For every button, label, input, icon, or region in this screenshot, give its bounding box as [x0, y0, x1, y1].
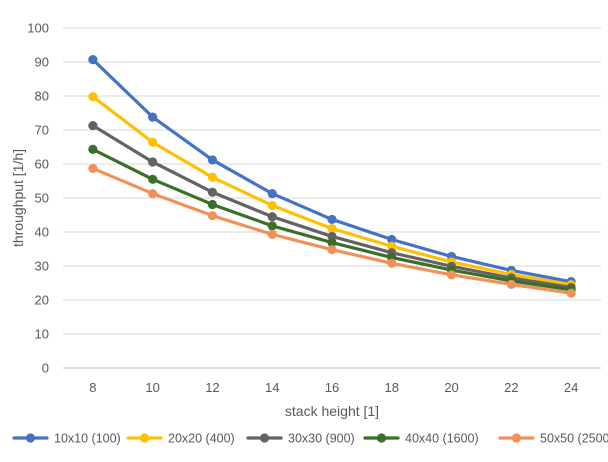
series-50x50-2500 — [88, 163, 576, 298]
data-point — [148, 137, 158, 147]
legend-dot-marker — [259, 433, 270, 443]
data-point — [148, 112, 158, 122]
y-tick-label: 90 — [35, 55, 49, 70]
y-tick-label: 30 — [35, 259, 49, 274]
legend-dot-marker — [25, 433, 36, 443]
legend-label: 30x30 (900) — [288, 432, 355, 446]
data-point — [207, 211, 218, 221]
series-10x10-100 — [88, 55, 576, 287]
x-tick-label: 12 — [205, 380, 219, 395]
data-point — [88, 55, 98, 65]
x-tick-label: 10 — [145, 380, 159, 395]
data-point — [148, 174, 158, 184]
legend-label: 50x50 (2500) — [540, 432, 608, 446]
x-axis-tick-labels: 8 10 12 14 16 18 20 22 24 — [89, 380, 578, 395]
data-point — [267, 212, 277, 222]
data-point — [207, 199, 218, 210]
x-tick-label: 22 — [504, 380, 518, 395]
data-point — [327, 245, 337, 255]
x-tick-label: 18 — [385, 380, 399, 395]
data-point — [267, 200, 277, 211]
data-point — [267, 221, 277, 231]
legend-dot-marker — [139, 433, 150, 443]
data-point — [88, 163, 98, 174]
legend-item: 50x50 (2500) — [498, 432, 608, 446]
y-tick-label: 10 — [35, 327, 49, 342]
y-axis-title: throughput [1/h] — [10, 149, 26, 247]
series-lines — [88, 55, 576, 298]
data-point — [207, 187, 218, 197]
y-tick-label: 20 — [35, 293, 49, 308]
x-tick-label: 24 — [564, 380, 578, 395]
data-point — [148, 157, 158, 167]
data-point — [88, 92, 98, 102]
y-axis-tick-labels: 0 10 20 30 40 50 60 70 80 90 100 — [27, 21, 49, 376]
legend-label: 10x10 (100) — [54, 432, 121, 446]
data-point — [387, 258, 397, 268]
data-point — [446, 270, 457, 280]
gridlines — [63, 27, 601, 369]
legend-label: 20x20 (400) — [168, 432, 235, 446]
data-point — [327, 214, 337, 225]
legend-dot-marker — [511, 433, 522, 443]
y-tick-label: 40 — [35, 225, 49, 240]
data-point — [88, 120, 98, 131]
x-tick-label: 16 — [325, 380, 339, 395]
data-point — [327, 237, 337, 248]
data-point — [88, 144, 98, 154]
x-tick-label: 8 — [89, 380, 96, 395]
data-point — [387, 234, 397, 245]
data-point — [506, 279, 516, 289]
legend: 10x10 (100) 20x20 (400) 30x30 (900) 40x40 (… — [12, 432, 608, 446]
data-point — [267, 188, 277, 199]
x-tick-label: 14 — [265, 380, 279, 395]
x-axis-title: stack height [1] — [285, 403, 379, 419]
x-tick-label: 20 — [444, 380, 458, 395]
data-point — [267, 229, 277, 239]
data-point — [207, 172, 218, 182]
y-tick-label: 0 — [42, 361, 49, 376]
legend-dot-marker — [376, 433, 387, 443]
data-point — [207, 155, 218, 165]
y-tick-label: 50 — [35, 191, 49, 206]
data-point — [387, 241, 397, 251]
y-tick-label: 60 — [35, 157, 49, 172]
y-tick-label: 70 — [35, 123, 49, 138]
legend-label: 40x40 (1600) — [405, 432, 479, 446]
legend-item: 10x10 (100) — [12, 432, 121, 446]
legend-item: 30x30 (900) — [246, 432, 355, 446]
series-30x30-900 — [88, 120, 576, 293]
legend-item: 40x40 (1600) — [363, 432, 479, 446]
legend-item: 20x20 (400) — [126, 432, 235, 446]
data-point — [148, 188, 158, 199]
data-point — [327, 224, 337, 234]
y-tick-label: 100 — [27, 21, 49, 36]
data-point — [566, 288, 576, 298]
y-tick-label: 80 — [35, 89, 49, 104]
